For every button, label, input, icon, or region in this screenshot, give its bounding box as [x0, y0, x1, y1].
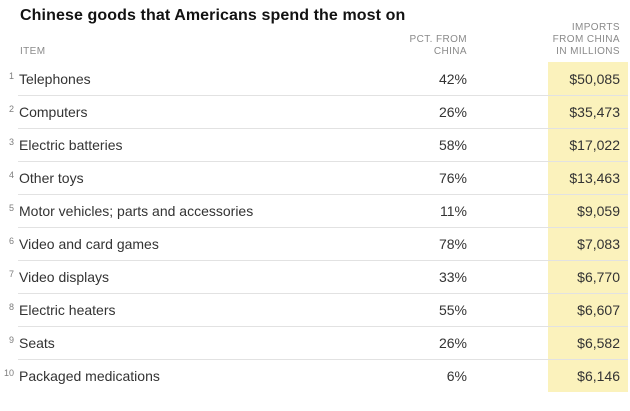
row-pct: 26%: [438, 103, 467, 120]
row-item: Electric heaters: [19, 301, 116, 318]
row-item: Electric batteries: [19, 136, 123, 153]
table-row: 10 Packaged medications 6% $6,146: [0, 359, 630, 392]
row-rank: 6: [8, 235, 14, 246]
row-pct: 6%: [446, 367, 467, 384]
row-imports: $13,463: [569, 169, 620, 186]
row-pct: 11%: [440, 202, 467, 219]
row-rank: 3: [8, 136, 14, 147]
row-pct: 33%: [438, 268, 467, 285]
table-row: 2 Computers 26% $35,473: [0, 95, 630, 128]
row-item: Video and card games: [19, 235, 159, 252]
row-pct: 42%: [438, 70, 467, 87]
row-item: Computers: [19, 103, 88, 120]
row-rank: 7: [8, 268, 14, 279]
table-row: 4 Other toys 76% $13,463: [0, 161, 630, 194]
row-pct: 76%: [438, 169, 467, 186]
column-header-pct-line2: CHINA: [433, 46, 467, 57]
row-imports: $9,059: [577, 202, 620, 219]
row-imports: $50,085: [569, 70, 620, 87]
column-header-pct: PCT. FROM CHINA: [410, 34, 468, 58]
row-imports: $35,473: [569, 103, 620, 120]
row-rank: 10: [3, 367, 14, 378]
column-header-imports-line1: IMPORTS: [571, 22, 620, 33]
table-row: 3 Electric batteries 58% $17,022: [0, 128, 630, 161]
table-row: 9 Seats 26% $6,582: [0, 326, 630, 359]
column-header-imports-line2: FROM CHINA: [552, 34, 620, 45]
row-imports: $6,607: [577, 301, 620, 318]
table-row: 8 Electric heaters 55% $6,607: [0, 293, 630, 326]
row-item: Telephones: [19, 70, 91, 87]
row-item: Other toys: [19, 169, 84, 186]
row-imports: $6,770: [577, 268, 620, 285]
row-pct: 78%: [438, 235, 467, 252]
row-pct: 58%: [438, 136, 467, 153]
row-rank: 2: [8, 103, 14, 114]
table-row: 1 Telephones 42% $50,085: [0, 62, 630, 95]
row-item: Video displays: [19, 268, 110, 285]
row-imports: $17,022: [569, 136, 620, 153]
row-pct: 55%: [438, 301, 467, 318]
row-rank: 4: [8, 169, 14, 180]
column-header-pct-line1: PCT. FROM: [409, 34, 467, 45]
row-imports: $6,146: [577, 367, 620, 384]
row-item: Seats: [19, 334, 55, 351]
column-header-imports-line3: IN MILLIONS: [556, 46, 620, 57]
row-rank: 1: [8, 70, 14, 81]
table-rows: 1 Telephones 42% $50,085 2 Computers 26%…: [0, 62, 630, 392]
row-rank: 8: [8, 301, 14, 312]
row-item: Packaged medications: [19, 367, 160, 384]
column-header-item: ITEM: [20, 46, 46, 57]
row-rank: 5: [8, 202, 14, 213]
row-item: Motor vehicles; parts and accessories: [19, 202, 254, 219]
row-rank: 9: [8, 334, 14, 345]
row-imports: $7,083: [577, 235, 620, 252]
table-row: 5 Motor vehicles; parts and accessories …: [0, 194, 630, 227]
row-imports: $6,582: [577, 334, 620, 351]
table-row: 7 Video displays 33% $6,770: [0, 260, 630, 293]
page-title: Chinese goods that Americans spend the m…: [20, 7, 406, 24]
row-pct: 26%: [438, 334, 467, 351]
column-header-imports: IMPORTS FROM CHINA IN MILLIONS: [553, 22, 620, 58]
table-row: 6 Video and card games 78% $7,083: [0, 227, 630, 260]
